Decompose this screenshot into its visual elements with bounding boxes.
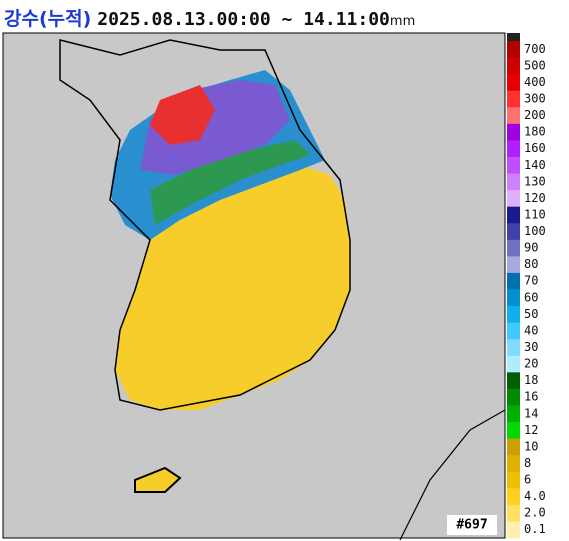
legend-swatch	[507, 57, 520, 75]
legend-label: 10	[524, 439, 538, 453]
legend-label: 160	[524, 141, 546, 155]
legend-label: 100	[524, 224, 546, 238]
legend-label: 20	[524, 357, 538, 371]
period: 2025.08.13.00:00 ~ 14.11:00	[97, 9, 390, 30]
legend-label: 16	[524, 390, 538, 404]
legend-label: 200	[524, 108, 546, 122]
legend-swatch	[507, 41, 520, 59]
legend-label: 110	[524, 207, 546, 221]
legend-swatch	[507, 322, 520, 340]
legend-swatch	[507, 107, 520, 125]
legend-swatch	[507, 422, 520, 440]
legend-swatch	[507, 190, 520, 208]
legend-label: 18	[524, 373, 538, 387]
legend-label: 0.1	[524, 522, 546, 536]
legend-swatch	[507, 223, 520, 241]
legend-swatch	[507, 355, 520, 373]
legend-label: 700	[524, 42, 546, 56]
legend-label: 4.0	[524, 489, 546, 503]
rain-red	[150, 85, 215, 145]
legend-label: 500	[524, 58, 546, 72]
legend-swatch	[507, 173, 520, 191]
jeju	[134, 466, 182, 493]
legend-label: 120	[524, 191, 546, 205]
rain-green	[150, 140, 310, 225]
legend-swatch	[507, 471, 520, 489]
legend-swatch	[507, 405, 520, 423]
badge-box	[447, 515, 497, 535]
japan-coast	[399, 409, 506, 541]
legend-label: 2.0	[524, 506, 546, 520]
legend-swatch	[507, 372, 520, 390]
legend-swatch	[507, 90, 520, 108]
borders	[59, 39, 351, 411]
legend-swatch	[507, 488, 520, 506]
legend-label: 40	[524, 323, 538, 337]
legend-swatch	[507, 272, 520, 290]
legend-swatch	[507, 256, 520, 274]
legend-label: 300	[524, 91, 546, 105]
legend-swatch	[507, 306, 520, 324]
legend-label: 12	[524, 423, 538, 437]
unit: mm	[389, 14, 416, 29]
badge: #697	[456, 518, 487, 533]
legend-swatch	[507, 455, 520, 473]
legend-swatch	[507, 206, 520, 224]
legend-label: 60	[524, 290, 538, 304]
legend-label: 8	[524, 456, 531, 470]
legend-swatch	[507, 123, 520, 141]
legend-swatch	[507, 521, 520, 539]
legend-label: 140	[524, 158, 546, 172]
legend-label: 6	[524, 473, 531, 487]
legend-label: 30	[524, 340, 538, 354]
legend-swatch	[507, 74, 520, 92]
legend-swatch	[507, 388, 520, 406]
legend-swatch	[507, 438, 520, 456]
legend-label: 180	[524, 125, 546, 139]
legend-label: 130	[524, 174, 546, 188]
legend-swatch	[507, 339, 520, 357]
legend-swatch	[507, 289, 520, 307]
title-text: 강수(누적)	[4, 8, 92, 30]
legend-swatch	[507, 239, 520, 257]
legend-top	[507, 33, 520, 41]
legend-label: 400	[524, 75, 546, 89]
land-yellow	[115, 165, 350, 410]
legend-swatch	[507, 140, 520, 158]
legend-swatch	[507, 504, 520, 522]
legend-label: 90	[524, 241, 538, 255]
legend-label: 14	[524, 406, 538, 420]
legend-label: 80	[524, 257, 538, 271]
title: 강수(누적) 2025.08.13.00:00 ~ 14.11:00mm	[4, 4, 415, 31]
legend-label: 50	[524, 307, 538, 321]
legend-label: 70	[524, 274, 538, 288]
legend: 7005004003002001801601401301201101009080…	[507, 41, 546, 539]
legend-swatch	[507, 156, 520, 175]
